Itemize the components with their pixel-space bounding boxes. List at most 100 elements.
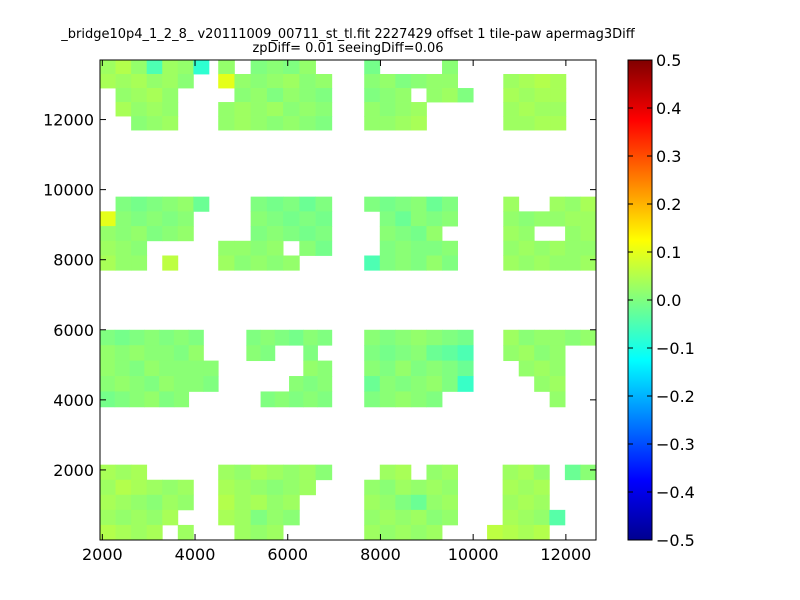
heatmap-cell [364, 74, 381, 89]
heatmap-cell [410, 226, 427, 242]
heatmap-cell [250, 464, 268, 481]
heatmap-cell [162, 211, 179, 227]
heatmap-cell [518, 88, 535, 103]
heatmap-cell [364, 360, 381, 377]
heatmap-cell [502, 464, 519, 481]
heatmap-cell [364, 102, 381, 117]
heatmap-cell [193, 196, 210, 212]
heatmap-cell [518, 102, 535, 117]
heatmap-cell [518, 524, 535, 541]
heatmap-cell [534, 116, 551, 131]
heatmap-cell [315, 240, 333, 256]
heatmap-cell [299, 211, 316, 227]
heatmap-cell [549, 329, 566, 346]
heatmap-cell [533, 524, 550, 541]
heatmap-cell [426, 376, 443, 392]
heatmap-cell [250, 255, 268, 271]
heatmap-cell [518, 226, 535, 242]
heatmap-cell [234, 102, 252, 117]
heatmap-cell [131, 102, 148, 117]
heatmap-cell [188, 360, 204, 377]
heatmap-cell [580, 196, 597, 212]
heatmap-cell [266, 211, 284, 227]
heatmap-cell [442, 464, 458, 481]
heatmap-cell [100, 509, 116, 526]
heatmap-cell [518, 494, 535, 511]
heatmap-cell [442, 88, 458, 103]
heatmap-cell [115, 226, 132, 242]
heatmap-cell [379, 255, 396, 271]
heatmap-cell [410, 211, 427, 227]
heatmap-cell [395, 360, 412, 377]
heatmap-cell [317, 360, 333, 377]
heatmap-cell [146, 196, 163, 212]
heatmap-cell [565, 329, 581, 346]
heatmap-cell [129, 376, 145, 392]
heatmap-cell [218, 464, 235, 481]
heatmap-cell [518, 116, 535, 131]
heatmap-cell [442, 360, 458, 377]
heatmap-cell [442, 74, 458, 89]
heatmap-cell [114, 376, 130, 392]
heatmap-cell [162, 88, 179, 103]
heatmap-cell [218, 494, 235, 511]
heatmap-cell [379, 524, 396, 541]
heatmap-cell [131, 88, 148, 103]
heatmap-cell [173, 391, 190, 408]
heatmap-cell [289, 329, 304, 346]
heatmap-cell [303, 376, 318, 392]
heatmap-cell [503, 255, 520, 271]
y-tick-label: 10000 [43, 181, 94, 200]
heatmap-cell [364, 345, 381, 362]
heatmap-cell [410, 479, 427, 496]
heatmap-cell [315, 74, 333, 89]
heatmap-cell [100, 494, 116, 511]
heatmap-cell [549, 255, 566, 271]
heatmap-cell [426, 240, 443, 256]
heatmap-cell [518, 240, 535, 256]
colorbar-tick-label: 0.1 [656, 243, 681, 262]
heatmap-cell [442, 329, 458, 346]
heatmap-cell [250, 196, 268, 212]
heatmap-cell [395, 391, 412, 408]
heatmap-cell [218, 479, 235, 496]
heatmap-cell [131, 74, 148, 89]
heatmap-cell [395, 226, 412, 242]
heatmap-cell [299, 102, 316, 117]
heatmap-cell [177, 524, 194, 541]
heatmap-cell [395, 479, 412, 496]
heatmap-cell [565, 255, 581, 271]
heatmap-cell [518, 509, 535, 526]
heatmap-cell [299, 196, 316, 212]
y-tick-label: 12000 [43, 111, 94, 130]
heatmap-cell [266, 494, 284, 511]
heatmap-cell [144, 329, 160, 346]
heatmap-cell [115, 509, 132, 526]
heatmap-cell [250, 509, 268, 526]
heatmap-cell [580, 226, 597, 242]
heatmap-cell [534, 329, 551, 346]
heatmap-cell [503, 345, 520, 362]
heatmap-cell [518, 479, 535, 496]
heatmap-cell [502, 494, 519, 511]
heatmap-cell [549, 509, 566, 526]
heatmap-cell [379, 74, 396, 89]
heatmap-cell [364, 509, 381, 526]
heatmap-cell [159, 376, 175, 392]
heatmap-cell [299, 226, 316, 242]
heatmap-cell [131, 116, 148, 131]
heatmap-cell [550, 102, 567, 117]
heatmap-cell [146, 211, 163, 227]
heatmap-cell [146, 60, 163, 75]
heatmap-cell [364, 376, 381, 392]
heatmap-cell [177, 196, 194, 212]
heatmap-cell [364, 196, 381, 212]
heatmap-cell [503, 102, 520, 117]
heatmap-cell [159, 391, 175, 408]
heatmap-cell [395, 509, 412, 526]
heatmap-cell [410, 524, 427, 541]
heatmap-cell [379, 509, 396, 526]
heatmap-cell [410, 345, 427, 362]
heatmap-cell [379, 360, 396, 377]
